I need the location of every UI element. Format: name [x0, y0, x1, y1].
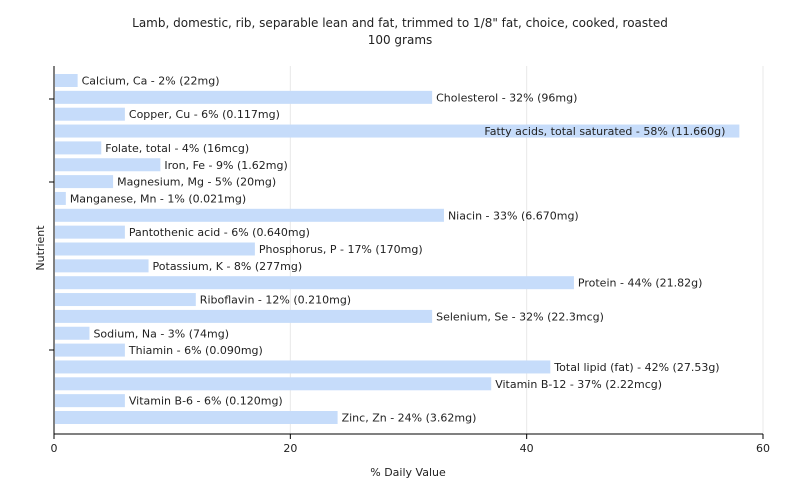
bar-label-11: Potassium, K - 8% (277mg) — [153, 260, 303, 273]
bar-20 — [55, 411, 338, 424]
bar-0 — [55, 74, 78, 87]
y-axis-title: Nutrient — [34, 225, 47, 271]
bar-3 — [55, 124, 740, 138]
bar-label-3: Fatty acids, total saturated - 58% (11.6… — [484, 125, 725, 138]
bar-label-9: Pantothenic acid - 6% (0.640mg) — [129, 226, 310, 239]
bar-1 — [55, 90, 433, 104]
bar-label-2: Copper, Cu - 6% (0.117mg) — [129, 108, 280, 121]
bar-label-12: Protein - 44% (21.82g) — [578, 277, 703, 290]
bar-18 — [55, 377, 492, 391]
bar-6 — [55, 175, 114, 189]
x-tick-label-3: 60 — [756, 442, 770, 455]
bar-label-5: Iron, Fe - 9% (1.62mg) — [164, 159, 287, 172]
bar-13 — [55, 293, 196, 307]
bar-label-19: Vitamin B-6 - 6% (0.120mg) — [129, 395, 283, 408]
bar-label-6: Magnesium, Mg - 5% (20mg) — [117, 176, 276, 189]
bars: Calcium, Ca - 2% (22mg) Cholesterol - 32%… — [55, 74, 740, 425]
bar-8 — [55, 208, 444, 222]
x-tick-label-1: 20 — [283, 442, 297, 455]
bar-14 — [55, 309, 433, 323]
bar-label-0: Calcium, Ca - 2% (22mg) — [82, 75, 220, 88]
bar-10 — [55, 242, 255, 256]
chart-title: Lamb, domestic, rib, separable lean and … — [132, 16, 668, 30]
chart-subtitle: 100 grams — [367, 33, 433, 47]
x-axis-title: % Daily Value — [370, 466, 446, 479]
bar-15 — [55, 326, 90, 340]
bar-label-8: Niacin - 33% (6.670mg) — [448, 209, 579, 222]
bar-12 — [55, 276, 574, 290]
bar-label-13: Riboflavin - 12% (0.210mg) — [200, 294, 351, 307]
bar-label-17: Total lipid (fat) - 42% (27.53g) — [553, 361, 719, 374]
bar-2 — [55, 107, 125, 121]
bar-4 — [55, 141, 102, 155]
bar-label-10: Phosphorus, P - 17% (170mg) — [259, 243, 423, 256]
x-tick-label-0: 0 — [51, 442, 58, 455]
bar-label-18: Vitamin B-12 - 37% (2.22mcg) — [495, 378, 662, 391]
axes: 0 20 40 60 — [49, 66, 770, 455]
bar-7 — [55, 191, 66, 205]
bar-9 — [55, 225, 125, 239]
bar-16 — [55, 343, 125, 357]
bar-label-1: Cholesterol - 32% (96mg) — [436, 91, 577, 104]
bar-label-16: Thiamin - 6% (0.090mg) — [128, 344, 263, 357]
bar-label-15: Sodium, Na - 3% (74mg) — [93, 327, 229, 340]
bar-label-4: Folate, total - 4% (16mcg) — [105, 142, 249, 155]
bar-19 — [55, 394, 125, 408]
bar-label-20: Zinc, Zn - 24% (3.62mg) — [342, 412, 477, 425]
bar-11 — [55, 259, 149, 273]
bar-label-14: Selenium, Se - 32% (22.3mcg) — [436, 310, 604, 323]
bar-17 — [55, 360, 551, 374]
bar-5 — [55, 158, 161, 172]
bar-label-7: Manganese, Mn - 1% (0.021mg) — [70, 192, 246, 205]
x-tick-label-2: 40 — [520, 442, 534, 455]
